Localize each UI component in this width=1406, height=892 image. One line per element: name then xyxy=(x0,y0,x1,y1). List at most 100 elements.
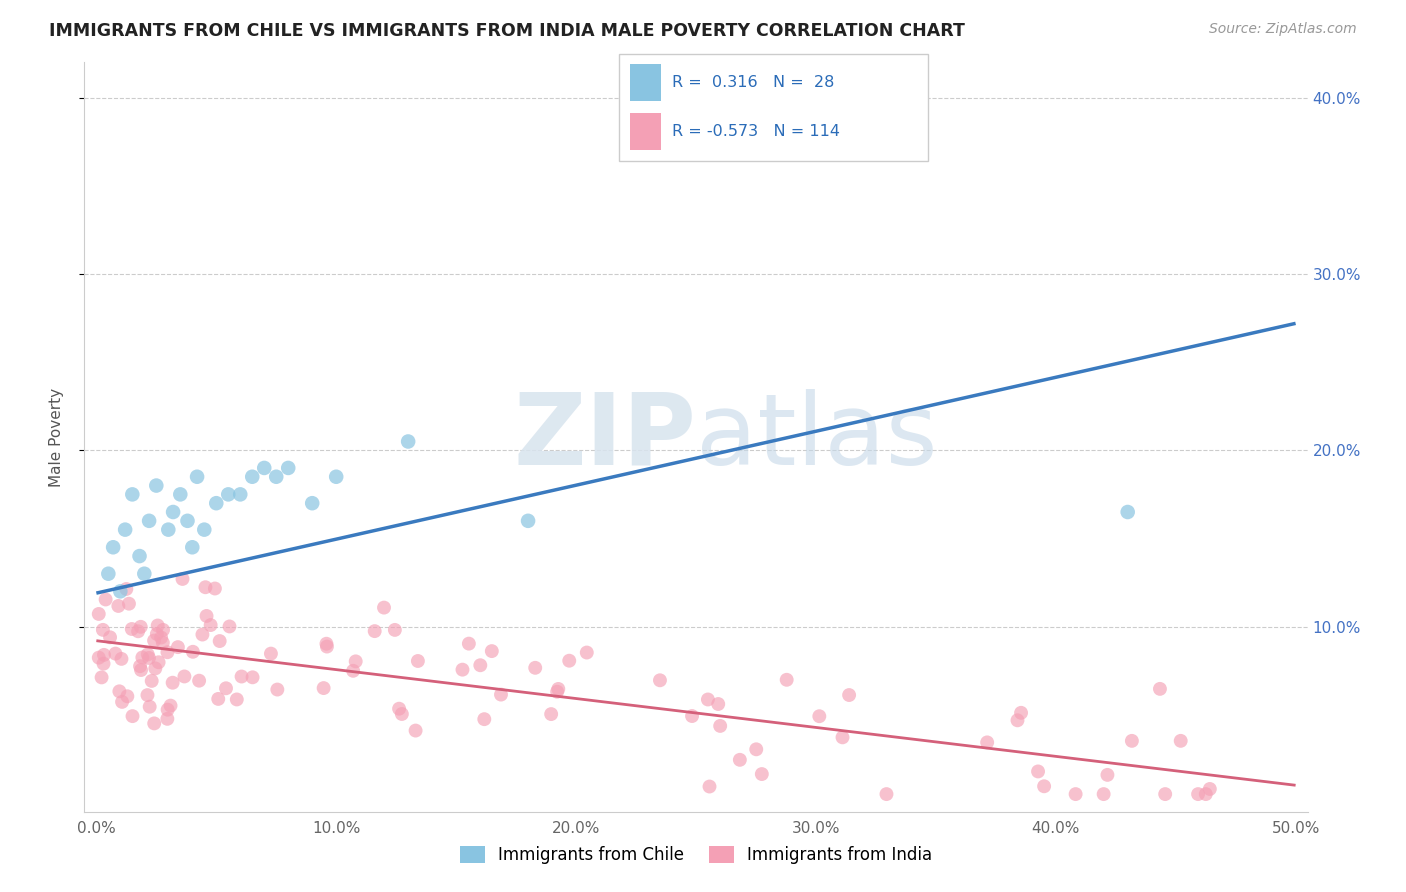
Point xyxy=(312,681,335,695)
Point xyxy=(173,669,195,683)
Point xyxy=(110,584,132,599)
Point xyxy=(315,637,337,651)
Point xyxy=(94,592,117,607)
Point xyxy=(1010,706,1032,720)
Point xyxy=(97,566,120,581)
Point xyxy=(91,623,114,637)
Point xyxy=(517,514,540,528)
Point xyxy=(1007,714,1029,728)
Point xyxy=(194,580,217,594)
Point xyxy=(159,698,181,713)
Point xyxy=(325,469,347,483)
Point xyxy=(156,712,179,726)
Point xyxy=(115,582,138,596)
Point xyxy=(118,597,141,611)
Point xyxy=(1033,779,1056,793)
Point xyxy=(388,702,411,716)
Point xyxy=(831,731,853,745)
Point xyxy=(134,566,156,581)
Point xyxy=(162,675,184,690)
Point xyxy=(129,620,152,634)
Point xyxy=(1121,734,1143,748)
Point xyxy=(709,719,731,733)
Point xyxy=(696,692,718,706)
Point xyxy=(121,709,143,723)
Point xyxy=(1170,734,1192,748)
Point xyxy=(1149,681,1171,696)
Point xyxy=(167,640,190,654)
Point xyxy=(373,600,395,615)
Point xyxy=(90,670,112,684)
Point xyxy=(838,688,860,702)
Point xyxy=(181,541,204,555)
Point xyxy=(229,487,252,501)
Point xyxy=(172,572,194,586)
Point xyxy=(131,650,153,665)
Point xyxy=(138,699,160,714)
Point xyxy=(1116,505,1139,519)
Point xyxy=(1026,764,1049,779)
Point xyxy=(93,648,115,662)
Point xyxy=(1195,787,1218,801)
Point xyxy=(207,692,229,706)
Point xyxy=(728,753,751,767)
Point xyxy=(524,661,547,675)
Point xyxy=(316,640,339,654)
Point xyxy=(110,652,132,666)
Point xyxy=(208,634,231,648)
Point xyxy=(148,655,170,669)
Point xyxy=(169,487,191,501)
Point xyxy=(225,692,247,706)
Point xyxy=(1064,787,1087,801)
Point xyxy=(121,487,143,501)
Point xyxy=(547,681,569,696)
Point xyxy=(875,787,897,801)
Point xyxy=(188,673,211,688)
Point xyxy=(152,623,174,637)
Point xyxy=(129,663,152,677)
Point xyxy=(107,599,129,613)
Point xyxy=(138,651,160,665)
Point xyxy=(264,469,287,483)
Point xyxy=(193,523,215,537)
Point xyxy=(344,654,367,668)
Point xyxy=(1154,787,1177,801)
Point xyxy=(342,664,364,678)
Point xyxy=(745,742,768,756)
Point xyxy=(146,627,169,641)
Legend: Immigrants from Chile, Immigrants from India: Immigrants from Chile, Immigrants from I… xyxy=(453,839,939,871)
Point xyxy=(776,673,799,687)
Point xyxy=(141,673,163,688)
Point xyxy=(266,682,288,697)
Point xyxy=(152,635,174,649)
Point xyxy=(240,469,263,483)
Point xyxy=(143,633,166,648)
Point xyxy=(204,582,226,596)
Point xyxy=(176,514,198,528)
Point xyxy=(1097,768,1119,782)
Point xyxy=(260,647,283,661)
Point xyxy=(121,622,143,636)
Point xyxy=(111,695,134,709)
Point xyxy=(1198,781,1220,796)
Point xyxy=(129,659,152,673)
Point xyxy=(98,630,121,644)
Point xyxy=(108,684,131,698)
Point xyxy=(242,670,264,684)
Point xyxy=(200,618,222,632)
Point xyxy=(384,623,406,637)
Point xyxy=(231,669,253,683)
Point xyxy=(470,658,492,673)
Point xyxy=(156,645,179,659)
Point xyxy=(751,767,773,781)
Point xyxy=(104,647,127,661)
Point xyxy=(681,709,703,723)
Point xyxy=(472,712,495,726)
Point xyxy=(457,637,479,651)
Point xyxy=(396,434,419,449)
Point xyxy=(808,709,831,723)
Point xyxy=(145,478,167,492)
Text: ZIP: ZIP xyxy=(513,389,696,485)
Point xyxy=(1092,787,1115,801)
Point xyxy=(481,644,503,658)
